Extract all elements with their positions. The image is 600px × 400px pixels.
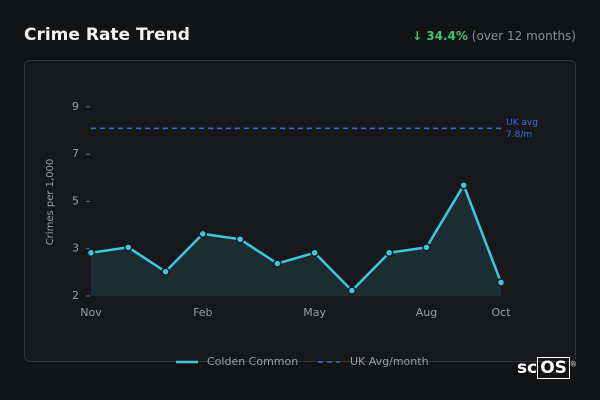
logo-text: sc — [517, 358, 538, 378]
x-tick-label: Oct — [491, 306, 511, 319]
point — [161, 267, 170, 276]
trend-summary: ↓ 34.4% (over 12 months) — [412, 29, 576, 43]
point — [496, 278, 506, 287]
area — [91, 185, 501, 296]
chart-card — [24, 60, 576, 362]
x-tick-label: Nov — [80, 306, 102, 319]
y-tick-label: 3 — [72, 242, 79, 255]
x-tick-label: May — [303, 306, 326, 319]
point — [347, 286, 357, 295]
point — [235, 234, 245, 244]
point — [198, 229, 208, 239]
reference-label: 7.8/m — [506, 130, 532, 140]
line — [90, 183, 503, 292]
logo-mark: ® — [569, 360, 577, 369]
logo: sc OS ® — [517, 357, 577, 379]
y-tick-label: 2 — [72, 289, 79, 302]
trend-change: ↓ 34.4% — [412, 29, 468, 43]
point — [124, 243, 133, 252]
page-title: Crime Rate Trend — [24, 25, 190, 45]
point — [310, 248, 319, 258]
point — [422, 243, 431, 252]
x-tick-label: Feb — [193, 306, 212, 319]
logo-box: OS — [537, 357, 570, 379]
reference-label: UK avg — [506, 118, 538, 128]
point — [459, 180, 468, 190]
y-axis-title: Crimes per 1,000 — [45, 159, 56, 246]
point — [384, 248, 394, 258]
point — [273, 259, 282, 268]
trend-period: (over 12 months) — [471, 29, 576, 43]
y-tick-label: 5 — [72, 194, 79, 207]
legend-label: UK Avg/month — [350, 355, 429, 368]
y-tick-label: 9 — [72, 100, 79, 113]
legend-label: Colden Common — [207, 355, 298, 368]
point — [86, 248, 96, 258]
y-tick-label: 7 — [72, 147, 79, 160]
x-tick-label: Aug — [416, 306, 437, 319]
